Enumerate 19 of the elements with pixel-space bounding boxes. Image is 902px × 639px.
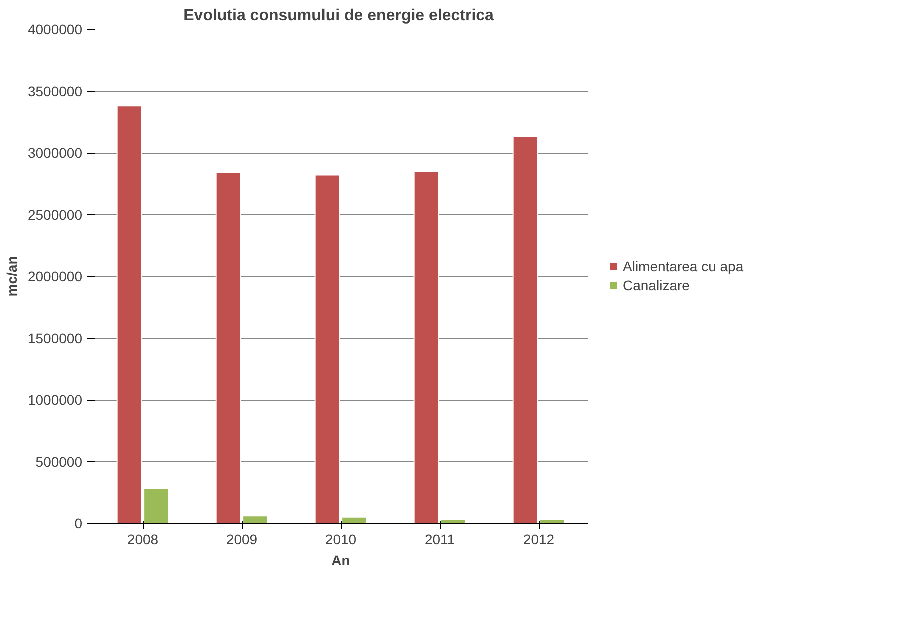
y-tick-label: 0	[74, 516, 83, 532]
x-tick-label: 2012	[523, 532, 555, 548]
y-tick-label: 3000000	[28, 145, 83, 161]
y-tick-label: 4000000	[28, 22, 83, 38]
y-tick-label: 2500000	[28, 206, 83, 223]
x-axis-title: An	[332, 552, 350, 568]
y-tick-label: 3500000	[28, 83, 83, 100]
x-tick-label: 2011	[424, 532, 456, 548]
x-tick-label: 2009	[226, 532, 258, 548]
x-tick-label: 2008	[127, 532, 159, 548]
y-tick-label: 500000	[36, 454, 83, 470]
y-tick-label: 1000000	[28, 392, 83, 408]
y-axis-title: mc/an	[4, 256, 20, 297]
legend-label: Canalizare	[623, 278, 690, 294]
y-tick-label: 2000000	[28, 268, 83, 284]
y-tick-label: 1500000	[28, 330, 83, 346]
chart-title: Evolutia consumului de energie electrica	[184, 8, 494, 24]
x-tick-label: 2010	[325, 532, 357, 548]
legend-label: Alimentarea cu apa	[623, 258, 744, 274]
